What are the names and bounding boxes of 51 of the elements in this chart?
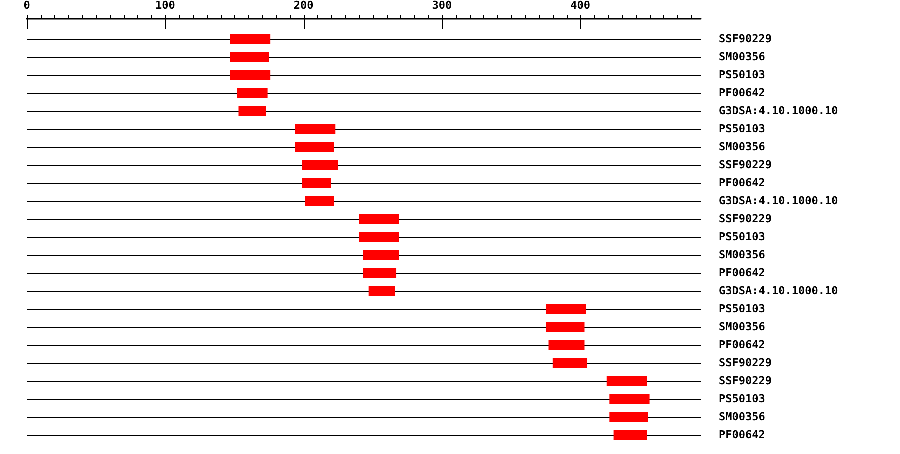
y-tick-label: PS50103 — [719, 122, 766, 136]
bar — [610, 394, 650, 404]
bar — [238, 106, 266, 116]
bar — [363, 250, 400, 260]
x-tick-label: 0 — [24, 0, 30, 12]
y-tick-label: PS50103 — [719, 392, 766, 406]
bar — [359, 232, 400, 242]
x-tick-label: 100 — [155, 0, 176, 12]
x-tick-label: 400 — [570, 0, 591, 12]
y-tick-label: SM00356 — [719, 320, 766, 334]
bar — [359, 214, 400, 224]
bar — [610, 412, 648, 422]
y-tick-label: PF00642 — [719, 176, 766, 190]
y-tick-label: PS50103 — [719, 302, 766, 316]
bar — [368, 286, 396, 296]
bar — [546, 322, 585, 332]
y-tick-label: SSF90229 — [719, 212, 772, 226]
y-tick-label: SSF90229 — [719, 356, 772, 370]
bar — [295, 142, 334, 152]
y-tick-label: PS50103 — [719, 230, 766, 244]
bar — [230, 70, 271, 80]
y-tick-label: SSF90229 — [719, 374, 772, 388]
y-tick-label: G3DSA:4.10.1000.10 — [719, 194, 838, 208]
bar — [614, 430, 648, 440]
y-tick-label: G3DSA:4.10.1000.10 — [719, 104, 838, 118]
bar — [237, 88, 268, 98]
y-tick-label: SM00356 — [719, 410, 766, 424]
bar — [305, 196, 334, 206]
x-tick-label: 200 — [294, 0, 314, 12]
bar — [295, 124, 336, 134]
y-tick-label: PF00642 — [719, 266, 766, 280]
bar — [363, 268, 397, 278]
y-tick-label: PS50103 — [719, 68, 766, 82]
y-tick-label: SM00356 — [719, 140, 766, 154]
bar — [302, 160, 338, 170]
y-tick-label: SSF90229 — [719, 158, 772, 172]
bar — [546, 304, 586, 314]
bar — [302, 178, 332, 188]
bar — [230, 34, 271, 44]
y-tick-label: SM00356 — [719, 248, 766, 262]
bar — [548, 340, 585, 350]
y-tick-label: G3DSA:4.10.1000.10 — [719, 284, 838, 298]
x-tick-label: 300 — [432, 0, 452, 12]
bar — [606, 376, 648, 386]
y-tick-label: PF00642 — [719, 86, 766, 100]
bar — [552, 358, 588, 368]
y-tick-label: PF00642 — [719, 428, 766, 442]
y-tick-label: SM00356 — [719, 50, 766, 64]
y-tick-label: PF00642 — [719, 338, 766, 352]
bar — [230, 52, 270, 62]
y-tick-label: SSF90229 — [719, 32, 772, 46]
